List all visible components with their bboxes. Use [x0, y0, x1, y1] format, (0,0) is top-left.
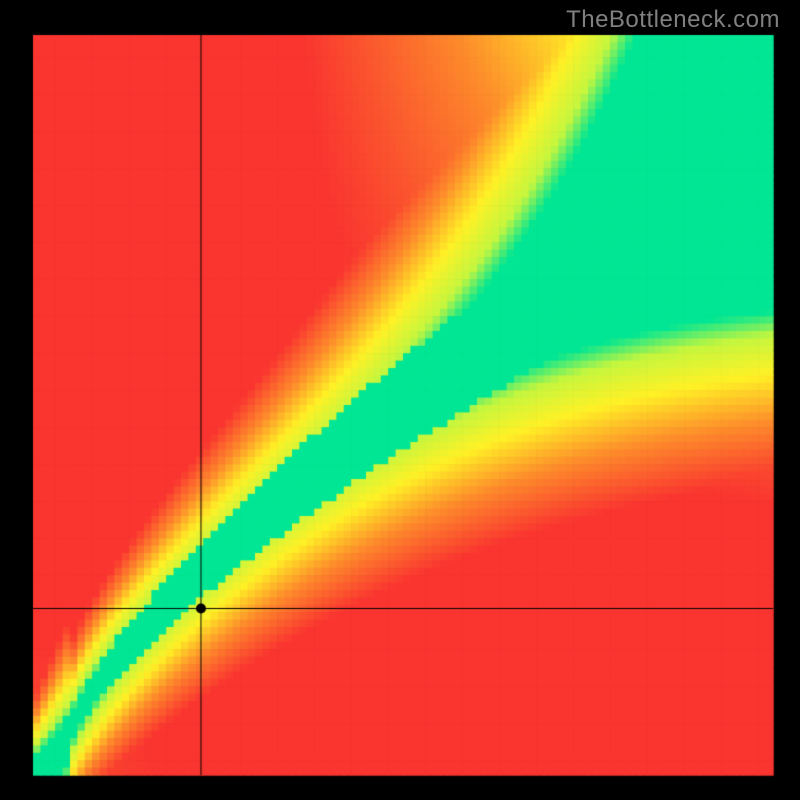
watermark-text: TheBottleneck.com [566, 6, 780, 34]
bottleneck-heatmap [0, 0, 800, 800]
chart-container: { "watermark": "TheBottleneck.com", "cha… [0, 0, 800, 800]
